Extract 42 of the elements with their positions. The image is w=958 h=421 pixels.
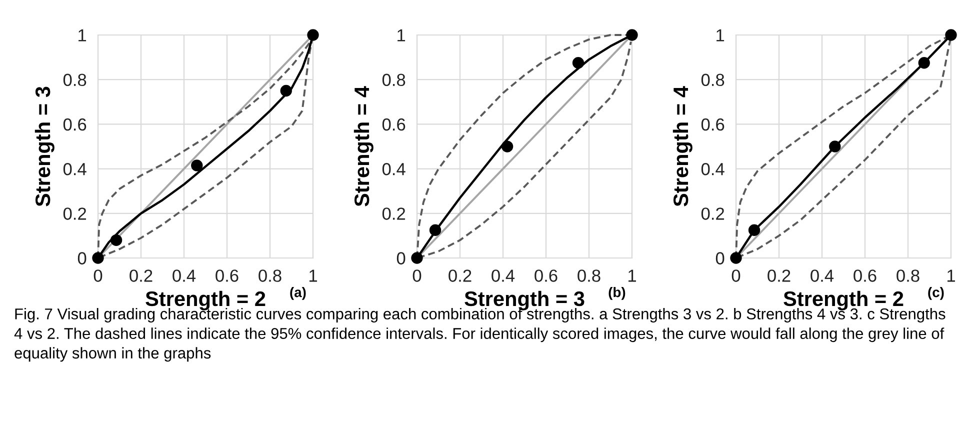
x-tick-label: 0.6 [854,270,876,282]
x-tick-label: 0.4 [810,270,834,282]
x-tick-label: 1 [947,270,955,282]
y-tick-label: 0.8 [701,74,724,86]
y-tick-label: 0.4 [63,162,86,176]
y-tick-label: 0.4 [382,162,406,176]
y-tick-label: 0.2 [382,208,406,220]
x-tick-label: 0.4 [492,270,515,282]
x-tick-label: 0 [732,270,740,282]
y-tick-label: 0 [78,252,86,264]
y-tick-label: 0.6 [701,118,724,131]
x-tick-label: 1 [309,270,317,282]
y-tick-label: 0 [716,252,724,264]
y-tick-label: 0.6 [382,118,406,131]
x-tick-label: 1 [628,270,636,282]
x-tick-label: 0.4 [172,270,196,282]
x-tick-label: 0.2 [768,270,790,282]
x-tick-label: 0 [94,270,102,282]
x-tick-label: 0.2 [448,270,472,282]
y-tick-label: 1 [78,29,86,42]
x-tick-label: 0.6 [534,270,558,282]
x-tick-label: 0.2 [130,270,152,282]
y-tick-label: 1 [398,29,406,42]
x-tick-label: 0.8 [258,270,282,282]
y-tick-label: 0.2 [701,208,724,220]
x-tick-label: 0.8 [578,270,600,282]
y-axis-title: Strength = 4 [354,86,374,206]
y-axis-title: Strength = 4 [672,86,692,206]
y-axis-title: Strength = 3 [34,86,54,206]
y-tick-label: 1 [716,29,724,42]
x-tick-label: 0.6 [216,270,238,282]
y-tick-label: 0.4 [701,162,724,176]
y-tick-label: 0.2 [63,208,86,220]
x-tick-label: 0 [412,270,422,282]
text: (b) [608,286,626,300]
y-tick-label: 0.8 [382,74,406,86]
y-tick-label: 0.8 [63,74,86,86]
text: (a) [290,286,306,300]
y-tick-label: 0.6 [63,118,86,131]
x-tick-label: 0.8 [896,270,920,282]
y-tick-label: 0 [396,252,406,264]
text: (c) [928,286,944,300]
